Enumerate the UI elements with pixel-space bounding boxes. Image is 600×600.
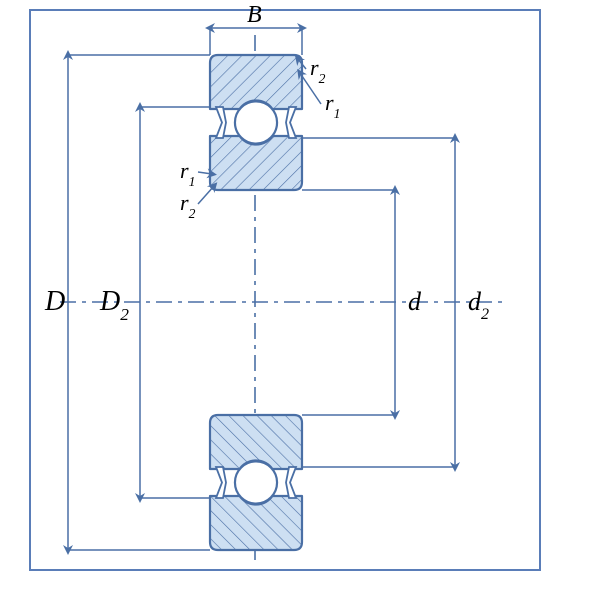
- dim-label-r1-bottom: r1: [180, 158, 195, 189]
- dim-label-r2-bottom: r2: [180, 190, 196, 221]
- dim-label-r2-top: r2: [310, 55, 326, 86]
- dim-label-D2: D2: [99, 286, 129, 324]
- dim-label-D: D: [44, 286, 65, 317]
- bearing-cross-section-diagram: BDD2dd2r2r1r1r2: [0, 0, 600, 600]
- dim-label-d2: d2: [468, 287, 489, 323]
- dim-label-r1-top: r1: [325, 90, 340, 121]
- dim-label-d: d: [408, 287, 422, 316]
- dim-label-B: B: [247, 2, 262, 28]
